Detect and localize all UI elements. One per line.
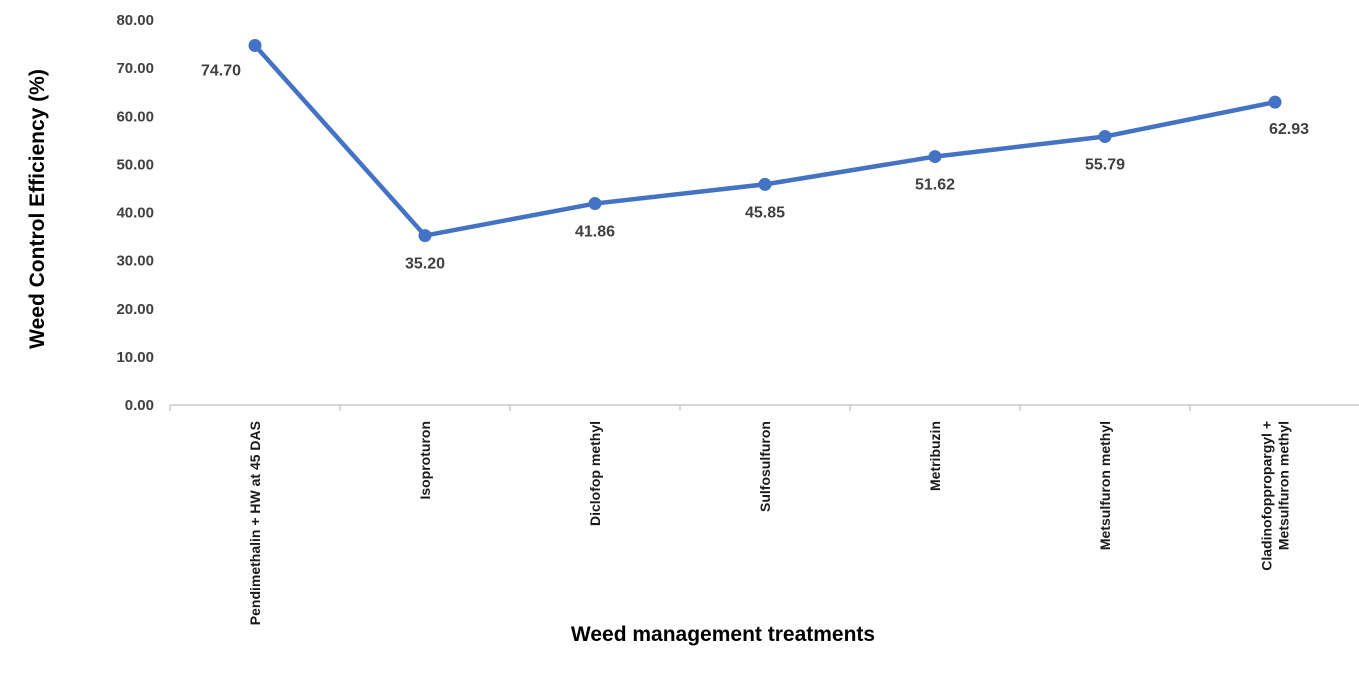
y-axis-title: Weed Control Efficiency (%) [26, 69, 49, 349]
data-labels: 74.70 35.20 41.86 45.85 51.62 55.79 62.93 [201, 63, 1309, 273]
category-labels: Pendimethalin + HW at 45 DAS Isoproturon D… [247, 421, 1292, 625]
x-category-label: Sulfosulfuron [757, 421, 773, 512]
x-axis-title: Weed management treatments [571, 623, 875, 646]
data-point [248, 39, 262, 53]
x-category-label: Metsulfuron methyl [1097, 421, 1113, 550]
x-category-label: Cladinofoppropargyl + [1259, 421, 1275, 571]
series-layer [248, 39, 1282, 243]
y-tick-label: 30.00 [116, 253, 154, 270]
y-tick-label: 70.00 [116, 60, 154, 77]
x-category-label: Diclofop methyl [587, 421, 603, 526]
data-point [758, 177, 772, 191]
y-tick-label: 0.00 [125, 397, 154, 414]
data-label: 55.79 [1085, 157, 1125, 174]
data-label: 35.20 [405, 256, 445, 273]
data-point [1098, 130, 1112, 144]
y-tick-label: 10.00 [116, 349, 154, 366]
data-point [1268, 95, 1282, 109]
x-axis-ticks [169, 405, 1191, 411]
x-category-label: Metribuzin [927, 421, 943, 491]
data-point [588, 197, 602, 211]
data-label: 41.86 [575, 224, 615, 241]
data-label: 62.93 [1269, 121, 1309, 138]
y-axis-ticks: 0.00 10.00 20.00 30.00 40.00 50.00 60.00 70.00 8… [116, 12, 154, 414]
x-category-label: Pendimethalin + HW at 45 DAS [247, 421, 263, 625]
x-category-label: Metsulfuron methyl [1276, 421, 1292, 550]
data-label: 51.62 [915, 177, 955, 194]
data-label: 45.85 [745, 204, 785, 221]
x-category-label: Isoproturon [417, 421, 433, 500]
y-tick-label: 60.00 [116, 108, 154, 125]
data-point [418, 229, 432, 243]
y-tick-label: 80.00 [116, 12, 154, 29]
data-point [928, 150, 942, 164]
y-tick-label: 50.00 [116, 156, 154, 173]
y-tick-label: 40.00 [116, 205, 154, 222]
data-label: 74.70 [201, 63, 241, 80]
y-tick-label: 20.00 [116, 301, 154, 318]
